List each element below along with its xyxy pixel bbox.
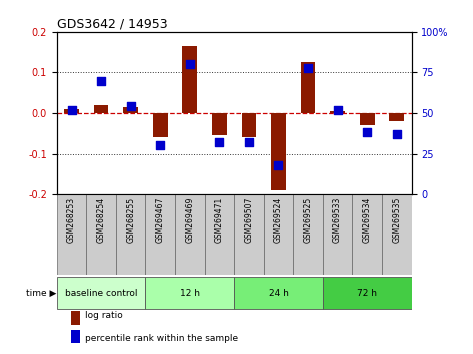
- Text: percentile rank within the sample: percentile rank within the sample: [85, 334, 238, 343]
- Bar: [71, 330, 80, 347]
- Bar: [330, 111, 345, 113]
- Text: log ratio: log ratio: [85, 311, 123, 320]
- Bar: [205, 194, 234, 275]
- Point: [245, 139, 253, 145]
- Point: [334, 107, 342, 113]
- Bar: [264, 194, 293, 275]
- Text: 24 h: 24 h: [269, 289, 289, 298]
- Bar: [94, 105, 108, 113]
- Bar: [175, 194, 204, 275]
- Text: GSM269467: GSM269467: [156, 196, 165, 243]
- Point: [127, 104, 134, 109]
- Text: GSM269507: GSM269507: [245, 196, 254, 243]
- Bar: [57, 194, 86, 275]
- Text: GSM269535: GSM269535: [392, 196, 401, 243]
- Point: [157, 143, 164, 148]
- Bar: [323, 194, 352, 275]
- Point: [68, 107, 75, 113]
- Text: time ▶: time ▶: [26, 289, 57, 298]
- Text: GSM269469: GSM269469: [185, 196, 194, 243]
- Bar: [212, 113, 227, 135]
- Point: [363, 130, 371, 135]
- Text: GSM269524: GSM269524: [274, 196, 283, 243]
- Bar: [57, 277, 146, 309]
- Bar: [86, 194, 116, 275]
- Text: GSM269525: GSM269525: [304, 196, 313, 243]
- Bar: [323, 277, 412, 309]
- Bar: [234, 277, 323, 309]
- Point: [186, 62, 193, 67]
- Text: GSM269534: GSM269534: [363, 196, 372, 243]
- Bar: [271, 113, 286, 190]
- Bar: [183, 46, 197, 113]
- Bar: [146, 194, 175, 275]
- Text: GSM269471: GSM269471: [215, 196, 224, 243]
- Text: 12 h: 12 h: [180, 289, 200, 298]
- Point: [216, 139, 223, 145]
- Text: GSM269533: GSM269533: [333, 196, 342, 243]
- Bar: [301, 62, 315, 113]
- Bar: [293, 194, 323, 275]
- Point: [304, 65, 312, 70]
- Bar: [352, 194, 382, 275]
- Bar: [382, 194, 412, 275]
- Bar: [71, 307, 80, 325]
- Bar: [123, 107, 138, 113]
- Bar: [153, 113, 167, 137]
- Text: GSM268255: GSM268255: [126, 196, 135, 243]
- Bar: [242, 113, 256, 137]
- Point: [275, 162, 282, 168]
- Text: GSM268254: GSM268254: [96, 196, 105, 243]
- Text: GDS3642 / 14953: GDS3642 / 14953: [57, 18, 167, 31]
- Text: 72 h: 72 h: [357, 289, 377, 298]
- Text: GSM268253: GSM268253: [67, 196, 76, 243]
- Bar: [234, 194, 264, 275]
- Bar: [389, 113, 404, 121]
- Text: baseline control: baseline control: [65, 289, 137, 298]
- Bar: [146, 277, 234, 309]
- Point: [393, 131, 401, 137]
- Point: [97, 78, 105, 84]
- Bar: [116, 194, 146, 275]
- Bar: [64, 109, 79, 113]
- Bar: [360, 113, 375, 125]
